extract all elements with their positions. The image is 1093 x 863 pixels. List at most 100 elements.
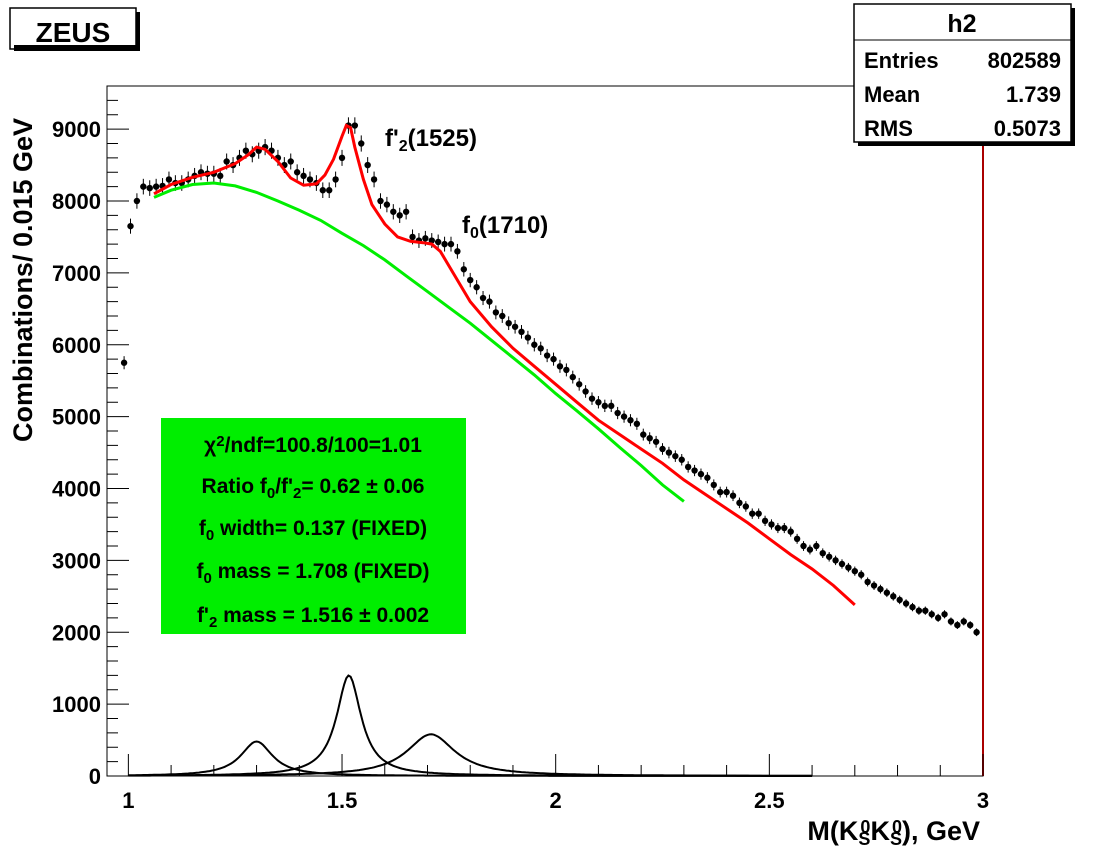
y-tick-label: 0 [89, 764, 101, 789]
data-point [460, 266, 468, 273]
data-point [704, 474, 711, 481]
stats-label-rms: RMS [864, 116, 913, 141]
data-point [934, 614, 942, 622]
y-tick-label: 9000 [52, 117, 101, 142]
data-point [915, 607, 923, 614]
data-point [787, 528, 794, 535]
x-tick-label: 1 [122, 788, 134, 813]
data-point [742, 503, 750, 510]
x-axis-ticks: 1 1.5 2 2.5 3 [122, 754, 989, 813]
data-point [646, 434, 653, 442]
data-point [595, 399, 602, 406]
stats-title: h2 [947, 10, 976, 38]
data-point [678, 456, 685, 463]
logo-text: ZEUS [36, 17, 111, 48]
data-point [287, 158, 294, 165]
data-point [454, 248, 461, 255]
data-point [511, 323, 519, 330]
data-point [492, 309, 500, 316]
data-point [761, 517, 769, 525]
zeus-logo: ZEUS [9, 7, 140, 51]
data-point [825, 553, 833, 560]
data-point [877, 585, 884, 593]
y-tick-label: 1000 [52, 692, 101, 717]
data-point [467, 276, 474, 284]
data-point [588, 395, 596, 402]
data-point [601, 402, 609, 410]
data-point [627, 417, 634, 424]
data-point [441, 240, 448, 248]
data-point [569, 373, 576, 381]
x-tick-label: 2.5 [754, 788, 785, 813]
data-point [127, 222, 134, 230]
data-point [697, 470, 705, 478]
data-point [672, 452, 679, 460]
data-point [473, 284, 480, 291]
data-point [563, 366, 570, 374]
data-point [665, 449, 673, 456]
data-point [140, 183, 147, 190]
data-point [883, 589, 891, 596]
annotation-f0: f0(1710) [462, 212, 548, 242]
data-point [358, 140, 365, 147]
data-point [736, 499, 743, 507]
data-point [620, 413, 628, 420]
data-point [319, 187, 326, 194]
data-point [652, 438, 660, 445]
data-point [146, 184, 153, 192]
data-point [326, 187, 333, 194]
data-point [447, 240, 455, 248]
data-point [422, 235, 429, 242]
data-point [575, 381, 583, 388]
data-point [928, 611, 935, 618]
annotation-f2prime: f'2(1525) [385, 125, 477, 155]
data-point [614, 409, 621, 417]
data-point [524, 334, 532, 341]
data-point [242, 147, 250, 154]
data-point [223, 158, 230, 165]
fit-f2prime-mass: f'2 mass = 1.516 ± 0.002 [197, 604, 429, 631]
data-point [858, 571, 865, 578]
fit-f0-width: f0 width= 0.137 (FIXED) [199, 517, 427, 544]
fit-results-box: χ2/ndf=100.8/100=1.01 Ratio f0/f'2= 0.62… [161, 418, 466, 634]
data-point [966, 621, 974, 629]
data-point [133, 197, 141, 205]
data-point [691, 467, 698, 474]
data-point [550, 355, 557, 363]
data-point [505, 319, 512, 327]
fit-f0-mass: f0 mass = 1.708 (FIXED) [196, 560, 429, 587]
x-axis-label: M(KS0KS0), GeV [807, 816, 980, 849]
data-point [838, 560, 846, 568]
data-point [845, 564, 852, 571]
signal-peak-signal-f0-1710 [128, 733, 813, 777]
data-point [768, 521, 775, 528]
data-point [383, 201, 391, 208]
data-point [402, 208, 410, 215]
y-tick-label: 8000 [52, 189, 101, 214]
data-point [710, 481, 717, 489]
data-point [870, 582, 878, 589]
x-tick-label: 2 [550, 788, 562, 813]
data-point [947, 618, 955, 625]
data-point [832, 557, 839, 564]
data-point [165, 176, 173, 183]
data-point [717, 488, 724, 496]
data-point [306, 176, 314, 183]
data-point [954, 621, 961, 629]
data-point [723, 488, 730, 496]
x-tick-label: 1.5 [327, 788, 358, 813]
stats-label-entries: Entries [864, 48, 939, 73]
data-point [749, 510, 756, 517]
data-point [608, 402, 615, 410]
y-tick-label: 2000 [52, 620, 101, 645]
stats-value-mean: 1.739 [1006, 82, 1061, 107]
data-point [152, 183, 160, 190]
data-point [941, 611, 948, 618]
data-point [793, 535, 801, 543]
data-point [640, 431, 647, 438]
data-point [120, 359, 128, 366]
data-point [377, 197, 384, 205]
data-point [351, 122, 359, 129]
data-point [486, 298, 493, 305]
